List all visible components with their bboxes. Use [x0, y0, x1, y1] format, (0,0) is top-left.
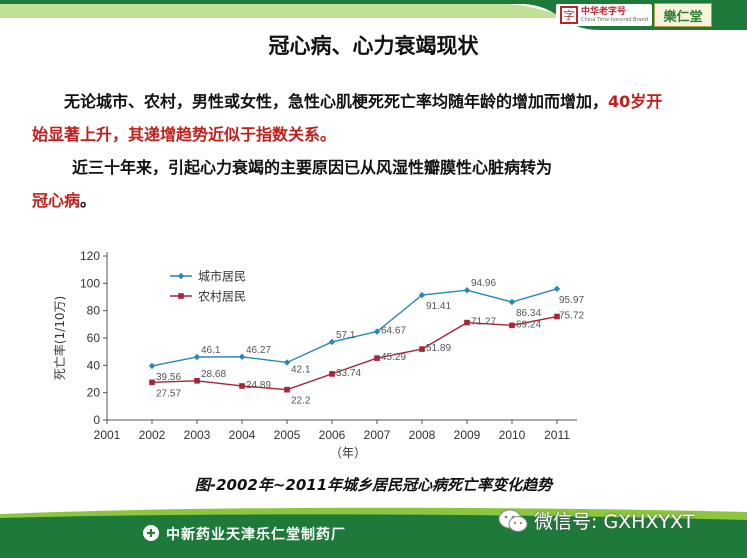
x-tick-label: 2002 — [139, 428, 166, 442]
data-label-rural: 71.27 — [471, 317, 496, 328]
data-point-urban — [463, 287, 471, 294]
data-label-rural: 28.68 — [201, 369, 226, 380]
legend-marker-urban — [177, 272, 185, 280]
data-label-urban: 86.34 — [516, 308, 541, 319]
paragraph-2-end: 。 — [80, 191, 97, 210]
footer-company-name: 中新药业天津乐仁堂制药厂 — [166, 527, 346, 543]
y-tick-label: 100 — [80, 276, 100, 290]
wechat-id: 微信号: GXHXYXT — [534, 511, 695, 533]
data-point-rural — [509, 322, 515, 329]
data-point-urban — [373, 328, 381, 335]
mortality-line-chart: 0 20 40 60 80 100 120 2001 2002 2003 2004 2005 2006 2… — [52, 249, 584, 460]
data-label-urban: 64.67 — [381, 326, 406, 337]
data-point-rural — [329, 371, 335, 377]
data-label-urban: 46.1 — [201, 345, 221, 356]
footer-bar — [0, 504, 747, 558]
paragraph-1: 无论城市、农村，男性或女性，急性心肌梗死死亡率均随年龄的增加而增加，40岁开始显… — [32, 85, 672, 151]
wechat-icon — [498, 509, 528, 532]
data-point-rural — [554, 313, 560, 320]
y-tick-label: 40 — [87, 358, 101, 372]
data-label-rural: 22.2 — [291, 396, 311, 407]
data-label-rural: 24.89 — [246, 380, 271, 391]
x-tick-label: 2005 — [274, 428, 301, 442]
x-tick-label: 2008 — [409, 428, 436, 442]
paragraph-1-text: 无论城市、农村，男性或女性，急性心肌梗死死亡率均随年龄的增加而增加， — [64, 92, 609, 111]
y-tick-label: 60 — [87, 331, 101, 345]
data-label-rural: 27.57 — [156, 388, 181, 399]
x-tick-label: 2006 — [319, 428, 346, 442]
data-point-urban — [148, 362, 156, 370]
time-honored-brand-logo: 字 中华老字号 China Time-honored Brand — [556, 4, 653, 26]
legend-marker-rural — [178, 293, 184, 299]
data-label-rural: 75.72 — [559, 311, 584, 322]
data-point-urban — [328, 338, 336, 346]
paragraph-1-highlight: 40岁开始显著上升，其递增趋势近似于指数关系。 — [32, 92, 663, 144]
data-label-rural: 51.89 — [426, 343, 451, 354]
data-point-rural — [419, 346, 425, 352]
paragraph-2: 近三十年来，引起心力衰竭的主要原因已从风湿性瓣膜性心脏病转为冠心病。 — [32, 151, 672, 217]
x-tick-label: 2009 — [454, 428, 481, 442]
legend-label: 城市居民 — [198, 269, 246, 284]
data-point-urban — [238, 353, 246, 360]
brand-logo-en: China Time-honored Brand — [581, 16, 649, 23]
data-label-urban: 94.96 — [471, 278, 496, 289]
wechat-watermark: 微信号: GXHXYXT — [498, 507, 694, 534]
company-logo-icon: ✚ — [143, 525, 159, 541]
brand-seal-icon: 字 — [560, 6, 578, 24]
series-line-urban — [151, 288, 558, 367]
x-axis-label: （年） — [330, 446, 366, 460]
x-tick-label: 2007 — [364, 428, 391, 442]
paragraph-2-text: 近三十年来，引起心力衰竭的主要原因已从风湿性瓣膜性心脏病转为 — [72, 158, 553, 177]
series-line-rural — [151, 315, 558, 391]
data-point-urban — [418, 291, 426, 299]
brand-logo-cn: 中华老字号 — [581, 6, 627, 17]
header-bar: 字 中华老字号 China Time-honored Brand 樂仁堂 — [0, 0, 747, 30]
chart-caption: 图-2002年~2011年城乡居民冠心病死亡率变化趋势 — [194, 476, 553, 494]
x-tick-label: 2011 — [544, 428, 570, 442]
data-label-urban: 91.41 — [426, 301, 451, 312]
data-point-rural — [374, 355, 380, 361]
data-label-urban: 42.1 — [291, 364, 311, 375]
data-point-rural — [194, 378, 200, 384]
page-title: 冠心病、心力衰竭现状 — [268, 34, 479, 58]
data-point-urban — [283, 359, 291, 366]
footer-wave-decoration — [0, 507, 747, 558]
data-label-urban: 57.1 — [336, 330, 356, 341]
data-label-rural: 33.74 — [336, 368, 361, 379]
lerentang-logo: 樂仁堂 — [654, 3, 712, 27]
x-tick-label: 2001 — [94, 428, 121, 442]
paragraph-2-highlight: 冠心病 — [32, 191, 81, 210]
data-point-rural — [464, 319, 470, 326]
y-tick-label: 20 — [87, 386, 101, 400]
data-label-urban: 95.97 — [559, 295, 584, 306]
y-axis-label: 死亡率(1/10万) — [52, 296, 67, 380]
data-point-rural — [284, 386, 290, 393]
data-label-urban: 46.27 — [246, 345, 271, 356]
data-label-urban: 39.56 — [156, 372, 181, 383]
data-point-rural — [239, 383, 245, 389]
x-tick-label: 2003 — [184, 428, 211, 442]
y-tick-label: 80 — [87, 304, 101, 318]
data-point-rural — [149, 379, 155, 386]
data-point-urban — [508, 298, 516, 306]
data-label-rural: 45.29 — [381, 352, 406, 363]
data-label-rural: 69.24 — [516, 319, 541, 330]
data-point-urban — [193, 353, 201, 361]
legend-label: 农村居民 — [198, 290, 246, 304]
x-tick-label: 2004 — [229, 428, 256, 442]
y-tick-label: 0 — [93, 413, 100, 427]
data-point-urban — [553, 285, 561, 293]
x-tick-label: 2010 — [499, 428, 526, 442]
y-tick-label: 120 — [80, 249, 100, 263]
